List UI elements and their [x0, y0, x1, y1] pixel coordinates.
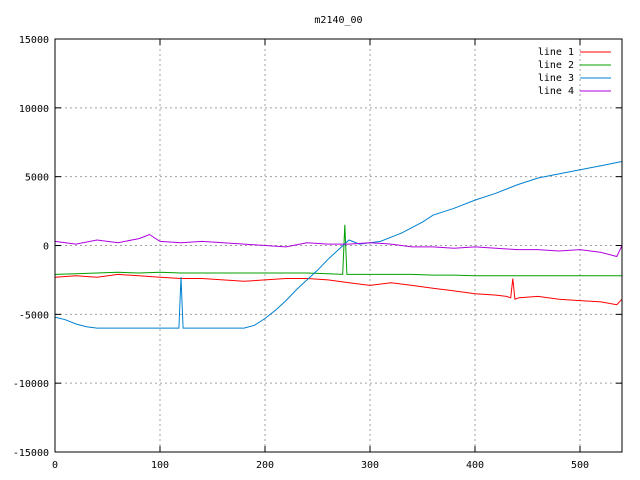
x-tick-label: 500 — [571, 460, 589, 471]
x-tick-label: 100 — [151, 460, 169, 471]
legend-label-3: line 3 — [538, 73, 574, 84]
legend-label-1: line 1 — [538, 47, 574, 58]
x-tick-label: 300 — [361, 460, 379, 471]
y-tick-label: -15000 — [13, 448, 49, 459]
y-tick-label: 0 — [43, 242, 49, 253]
grid-lines — [55, 39, 622, 452]
x-tick-label: 200 — [256, 460, 274, 471]
y-tick-label: -5000 — [19, 310, 49, 321]
y-tick-label: 15000 — [19, 35, 49, 46]
legend-label-2: line 2 — [538, 60, 574, 71]
series-line-1 — [55, 274, 622, 304]
series-line-2 — [55, 225, 622, 276]
y-tick-label: -10000 — [13, 379, 49, 390]
legend-label-4: line 4 — [538, 86, 574, 97]
series-lines — [55, 162, 622, 329]
x-tick-label: 400 — [466, 460, 484, 471]
y-tick-label: 10000 — [19, 104, 49, 115]
series-line-3 — [55, 162, 622, 329]
legend: line 1 line 2 line 3 line 4 — [538, 47, 611, 97]
x-tick-label: 0 — [52, 460, 58, 471]
y-tick-label: 5000 — [25, 173, 49, 184]
chart-title: m2140_00 — [314, 15, 362, 26]
tick-labels: 0 100 200 300 400 500 -15000 -10000 -5000 0 5000 10… — [13, 35, 589, 471]
